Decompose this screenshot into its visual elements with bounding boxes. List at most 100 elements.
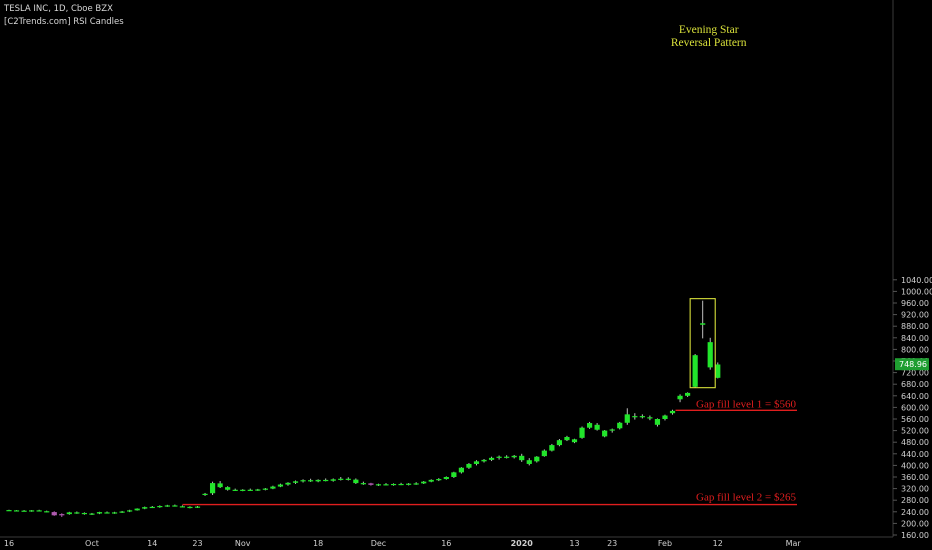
candle-body	[209, 483, 216, 494]
candle-body	[255, 489, 261, 491]
candle-body	[496, 456, 502, 458]
candle-body	[700, 323, 706, 325]
candle-body	[44, 511, 50, 513]
candle-body	[466, 463, 472, 468]
y-tick-label: 680.00	[901, 380, 929, 389]
candle-body	[602, 430, 608, 437]
candle-body	[308, 480, 314, 482]
y-tick-label: 720.00	[901, 369, 929, 378]
x-tick-label: Nov	[235, 539, 251, 548]
x-tick-label: 23	[192, 539, 202, 548]
candle-body	[383, 484, 389, 486]
candle-body	[586, 423, 593, 428]
candle-body	[368, 483, 374, 485]
candle-body	[292, 481, 299, 483]
y-tick-label: 200.00	[901, 519, 929, 528]
candle-body	[338, 478, 344, 480]
x-tick-label: 18	[313, 539, 323, 548]
candle-body	[194, 506, 201, 508]
candle-body	[172, 505, 178, 507]
x-tick-label: Feb	[658, 539, 672, 548]
price-tag-label: 748.96	[899, 360, 927, 369]
y-tick-label: 960.00	[901, 299, 929, 308]
candle-body	[669, 410, 676, 414]
y-tick-label: 400.00	[901, 461, 929, 470]
candle-body	[21, 510, 27, 512]
candle-body	[119, 511, 125, 513]
y-tick-label: 480.00	[901, 438, 929, 447]
candle-body	[6, 510, 12, 512]
candle-body	[285, 482, 291, 485]
candle-body	[13, 510, 20, 512]
candle-body	[413, 483, 419, 485]
candle-body	[66, 512, 72, 515]
x-tick-label: 23	[607, 539, 617, 548]
candle-body	[647, 417, 653, 419]
gap1-label: Gap fill level 1 = $560	[696, 398, 796, 410]
y-tick-label: 920.00	[901, 311, 929, 320]
candle-body	[549, 445, 555, 451]
candle-body	[594, 424, 600, 430]
candle-body	[443, 477, 449, 480]
candle-body	[421, 481, 427, 484]
candle-body	[526, 460, 532, 464]
candle-body	[541, 450, 547, 457]
candle-body	[534, 456, 540, 462]
candle-body	[81, 512, 87, 515]
candle-body	[59, 514, 65, 516]
candle-body	[111, 512, 118, 514]
y-tick-label: 440.00	[901, 450, 929, 459]
candle-body	[345, 478, 351, 480]
candle-body	[96, 512, 103, 514]
candle-body	[36, 510, 42, 512]
x-tick-label: 16	[4, 539, 14, 548]
candle-body	[677, 395, 683, 400]
y-tick-label: 320.00	[901, 485, 929, 494]
candle-body	[29, 510, 35, 512]
candle-body	[277, 484, 284, 487]
candle-body	[685, 392, 691, 396]
x-tick-label: 2020	[511, 539, 534, 548]
y-tick-label: 1000.00	[901, 287, 932, 296]
candle-body	[179, 506, 186, 508]
candle-body	[315, 479, 321, 482]
pattern-title: Evening Star	[679, 24, 739, 36]
candle-body	[564, 436, 570, 441]
candle-body	[428, 479, 434, 482]
candle-body	[398, 483, 404, 486]
candle-body	[451, 472, 457, 477]
candle-body	[51, 512, 57, 516]
candle-body	[609, 429, 615, 431]
candle-body	[436, 479, 442, 481]
candle-body	[707, 342, 713, 368]
candle-body	[323, 479, 329, 482]
indicator-name[interactable]: [C2Trends.com] RSI Candles	[4, 17, 124, 27]
y-tick-label: 280.00	[901, 496, 929, 505]
candle-body	[504, 456, 510, 458]
candle-body	[556, 440, 563, 446]
candle-body	[488, 457, 495, 460]
x-tick-label: Mar	[786, 539, 802, 548]
candle-body	[127, 510, 133, 512]
candle-body	[262, 488, 268, 490]
candle-body	[511, 455, 517, 458]
candle-body	[232, 489, 238, 491]
candle-body	[473, 461, 480, 464]
candle-body	[142, 507, 148, 509]
y-tick-label: 840.00	[901, 334, 929, 343]
candle-body	[481, 459, 487, 462]
y-tick-label: 520.00	[901, 427, 929, 436]
y-tick-label: 160.00	[901, 531, 929, 540]
candle-body	[353, 479, 359, 484]
candle-body	[715, 364, 721, 378]
candle-body	[225, 487, 231, 490]
y-tick-label: 600.00	[901, 403, 929, 412]
candle-body	[149, 506, 155, 509]
candle-body	[164, 505, 170, 507]
candle-body	[104, 512, 110, 514]
candle-body	[632, 416, 638, 418]
candle-body	[617, 422, 623, 429]
x-tick-label: 13	[569, 539, 579, 548]
x-tick-label: Dec	[371, 539, 386, 548]
